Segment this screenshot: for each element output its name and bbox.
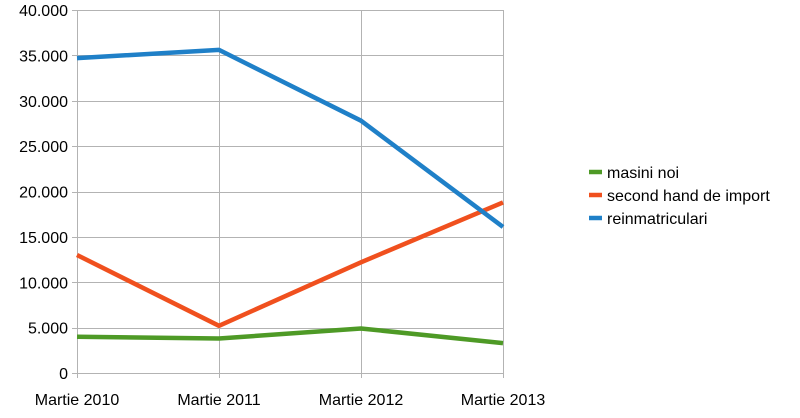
legend-label: masini noi xyxy=(607,165,679,182)
y-tick-label: 10.000 xyxy=(19,275,68,292)
x-tick-label: Martie 2010 xyxy=(35,392,120,409)
legend-label: reinmatriculari xyxy=(607,211,707,228)
legend-label: second hand de import xyxy=(607,188,770,205)
series-line-2 xyxy=(76,47,505,229)
gridlines xyxy=(77,10,504,378)
series-line-1 xyxy=(75,200,504,329)
y-tick-label: 30.000 xyxy=(19,94,68,111)
series-line-0 xyxy=(76,326,504,346)
series-lines xyxy=(75,47,505,346)
y-tick-label: 20.000 xyxy=(19,185,68,202)
x-tick-label: Martie 2012 xyxy=(319,392,404,409)
legend: masini noi second hand de import reinmatri… xyxy=(589,165,770,228)
y-tick-label: 40.000 xyxy=(19,3,68,20)
y-tick-label: 15.000 xyxy=(19,230,68,247)
x-tick-labels: Martie 2010 Martie 2011 Martie 2012 Martie … xyxy=(35,392,546,409)
y-tick-labels: 0 5.000 10.000 15.000 20.000 25.000 30.000 35.0… xyxy=(19,3,68,383)
y-tick-label: 25.000 xyxy=(19,139,68,156)
y-tick-label: 35.000 xyxy=(19,48,68,65)
axes xyxy=(72,10,77,374)
x-tick-label: Martie 2013 xyxy=(461,392,546,409)
y-tick-label: 5.000 xyxy=(28,321,68,338)
y-tick-label: 0 xyxy=(59,366,68,383)
x-tick-label: Martie 2011 xyxy=(177,392,260,409)
